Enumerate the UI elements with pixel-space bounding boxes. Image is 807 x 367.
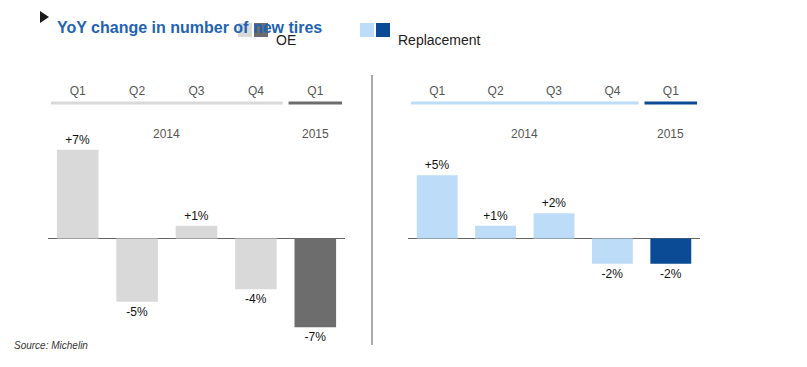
svg-text:Q3: Q3 xyxy=(188,84,204,98)
svg-text:Q1: Q1 xyxy=(307,84,323,98)
svg-text:+7%: +7% xyxy=(65,133,90,147)
svg-text:Q2: Q2 xyxy=(488,84,504,98)
svg-text:-2%: -2% xyxy=(602,267,624,281)
svg-text:OE: OE xyxy=(276,32,296,48)
svg-text:+2%: +2% xyxy=(542,196,567,210)
svg-text:Q1: Q1 xyxy=(663,84,679,98)
svg-text:Replacement: Replacement xyxy=(398,32,481,48)
svg-text:+1%: +1% xyxy=(184,209,209,223)
svg-text:-2%: -2% xyxy=(660,267,682,281)
svg-text:Q1: Q1 xyxy=(429,84,445,98)
svg-text:2014: 2014 xyxy=(511,127,538,141)
svg-text:Q4: Q4 xyxy=(604,84,620,98)
svg-text:2015: 2015 xyxy=(302,127,329,141)
svg-text:+5%: +5% xyxy=(425,158,450,172)
svg-text:-7%: -7% xyxy=(304,330,326,344)
svg-text:Q4: Q4 xyxy=(248,84,264,98)
svg-text:2015: 2015 xyxy=(657,127,684,141)
svg-text:Source: Michelin: Source: Michelin xyxy=(14,340,88,351)
svg-text:-4%: -4% xyxy=(245,292,267,306)
svg-text:YoY change in number of new ti: YoY change in number of new tires xyxy=(57,19,322,36)
svg-text:-5%: -5% xyxy=(126,305,148,319)
svg-text:+1%: +1% xyxy=(483,209,508,223)
svg-text:Q3: Q3 xyxy=(546,84,562,98)
svg-text:Q1: Q1 xyxy=(70,84,86,98)
svg-text:Q2: Q2 xyxy=(129,84,145,98)
svg-text:2014: 2014 xyxy=(153,127,180,141)
